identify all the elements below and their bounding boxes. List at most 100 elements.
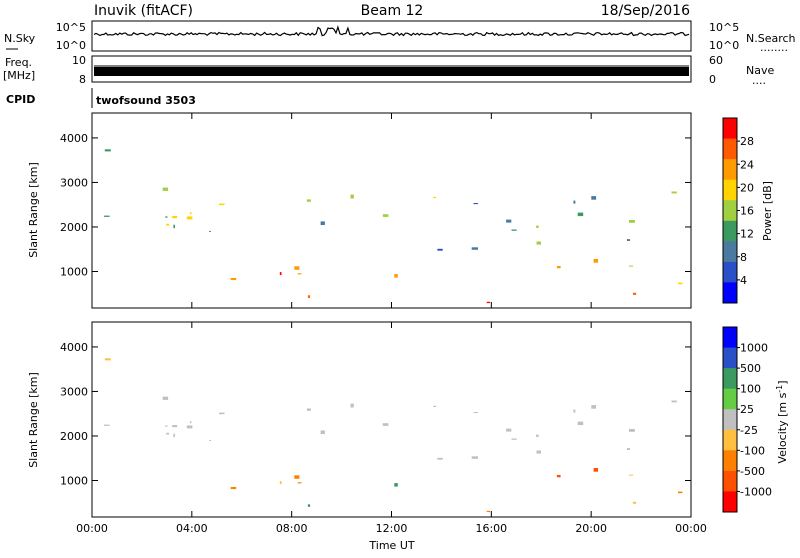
velocity-ylabel: Slant Range [km] <box>27 372 40 468</box>
heatmap-cell <box>511 229 517 231</box>
heatmap-cell <box>165 425 168 427</box>
heatmap-cell <box>294 475 300 479</box>
colorbar-tick-label: 16 <box>740 205 754 218</box>
heatmap-cell <box>433 405 437 407</box>
heatmap-cell <box>307 295 311 298</box>
y-tick-label: 3000 <box>60 385 88 398</box>
power-panel-frame <box>91 112 692 309</box>
heatmap-cell <box>230 487 237 490</box>
heatmap-cell <box>573 409 576 413</box>
colorbar-tick-label: 24 <box>740 158 754 171</box>
x-tick-label: 00:00 <box>675 522 707 535</box>
heatmap-cell <box>473 203 478 205</box>
heatmap-cell <box>186 216 193 220</box>
nsky-tick-bottom: 10^0 <box>56 39 86 52</box>
heatmap-cell <box>437 248 443 251</box>
heatmap-cell <box>279 481 282 485</box>
x-tick-label: 04:00 <box>176 522 208 535</box>
colorbar-swatch <box>723 138 737 160</box>
colorbar-swatch <box>723 282 737 304</box>
heatmap-cell <box>626 448 630 450</box>
colorbar-swatch <box>723 118 737 140</box>
beam-title: Beam 12 <box>361 3 424 19</box>
colorbar-swatch <box>723 388 737 410</box>
colorbar-swatch <box>723 450 737 472</box>
velocity-heatmap <box>103 358 683 513</box>
cpid-label: CPID <box>6 93 35 106</box>
power-colorbar-label: Power [dB] <box>761 181 774 241</box>
heatmap-cell <box>506 219 512 223</box>
colorbar-tick-label: -25 <box>740 424 758 437</box>
colorbar-swatch <box>723 491 737 513</box>
colorbar-swatch <box>723 200 737 222</box>
heatmap-cell <box>103 424 110 426</box>
freq-label-unit: [MHz] <box>3 69 35 82</box>
colorbar-tick-label: -500 <box>740 465 765 478</box>
x-axis-ticks: 00:00 04:00 08:00 12:00 16:00 20:00 00:00 <box>76 113 707 535</box>
colorbar-tick-label: 1000 <box>740 342 768 355</box>
colorbar-swatch <box>723 470 737 492</box>
heatmap-cell <box>294 266 300 270</box>
power-ylabel: Slant Range [km] <box>27 162 40 258</box>
heatmap-cell <box>230 278 237 281</box>
nsky-trace <box>93 25 690 37</box>
heatmap-cell <box>350 403 354 408</box>
colorbar-swatch <box>723 159 737 181</box>
y-tick-label: 4000 <box>60 132 88 145</box>
heatmap-cell <box>350 194 354 199</box>
y-tick-label: 2000 <box>60 221 88 234</box>
power-yticks: 1000 2000 3000 4000 <box>60 132 691 278</box>
heatmap-cell <box>626 239 630 241</box>
heatmap-cell <box>189 212 192 215</box>
velocity-colorbar: 1000 500 100 25 -25 -100 -500 -1000 <box>722 326 772 513</box>
colorbar-tick-label: 20 <box>740 181 754 194</box>
nave-tick-top: 60 <box>709 54 723 67</box>
freq-panel <box>91 55 692 83</box>
y-tick-label: 3000 <box>60 176 88 189</box>
nsky-label: N.Sky <box>4 32 36 45</box>
heatmap-cell <box>166 432 170 435</box>
colorbar-swatch <box>723 409 737 431</box>
heatmap-cell <box>297 482 302 484</box>
heatmap-cell <box>165 216 168 218</box>
x-tick-label: 16:00 <box>475 522 507 535</box>
heatmap-cell <box>219 412 225 415</box>
heatmap-cell <box>632 292 637 295</box>
nsky-panel <box>91 20 692 52</box>
x-tick-label: 12:00 <box>376 522 408 535</box>
heatmap-cell <box>629 474 634 476</box>
heatmap-cell <box>671 400 677 403</box>
heatmap-cell <box>189 421 192 424</box>
colorbar-swatch <box>723 368 737 390</box>
heatmap-cell <box>103 215 110 217</box>
y-tick-label: 1000 <box>60 474 88 487</box>
heatmap-cell <box>104 149 111 152</box>
heatmap-cell <box>209 439 211 441</box>
heatmap-cell <box>166 223 170 226</box>
x-tick-label: 08:00 <box>276 522 308 535</box>
nsky-tick-top: 10^5 <box>56 21 86 34</box>
heatmap-cell <box>486 510 491 513</box>
heatmap-cell <box>471 456 478 459</box>
heatmap-cell <box>162 396 169 400</box>
colorbar-swatch <box>723 261 737 283</box>
heatmap-cell <box>629 265 634 267</box>
heatmap-cell <box>506 428 512 432</box>
colorbar-tick-label: 28 <box>740 135 754 148</box>
heatmap-cell <box>573 200 576 204</box>
colorbar-swatch <box>723 347 737 369</box>
y-tick-label: 1000 <box>60 265 88 278</box>
heatmap-cell <box>591 405 597 409</box>
colorbar-swatch <box>723 241 737 263</box>
heatmap-cell <box>186 425 193 429</box>
y-tick-label: 2000 <box>60 430 88 443</box>
colorbar-tick-label: 25 <box>740 403 754 416</box>
heatmap-cell <box>678 491 683 494</box>
heatmap-cell <box>394 483 398 487</box>
velocity-panel-frame <box>91 321 692 518</box>
heatmap-cell <box>279 272 282 276</box>
colorbar-swatch <box>723 179 737 201</box>
heatmap-cell <box>556 475 561 478</box>
date-title: 18/Sep/2016 <box>601 3 690 19</box>
heatmap-cell <box>577 212 584 217</box>
